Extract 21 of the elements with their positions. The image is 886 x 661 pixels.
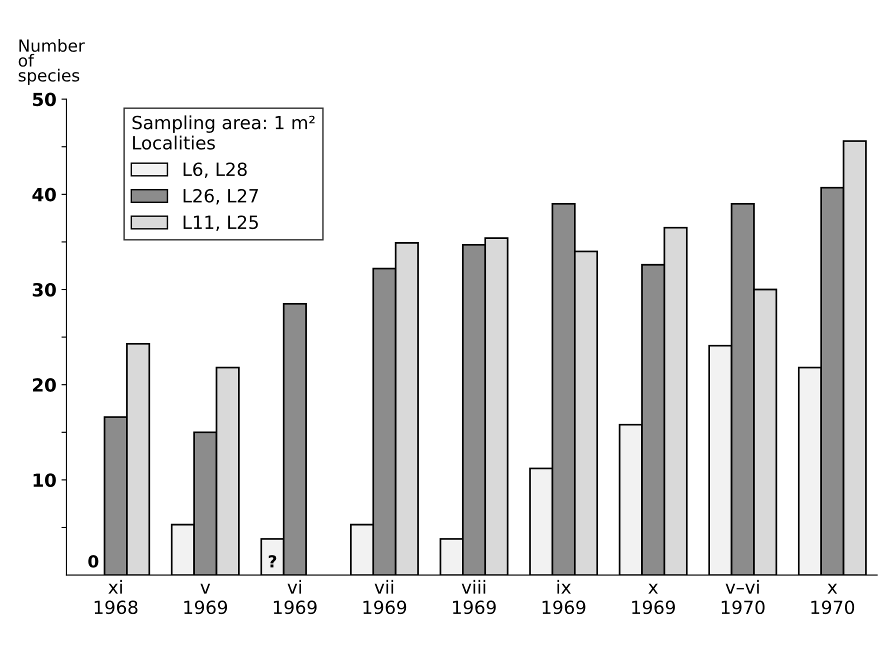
legend-label: L6, L28	[184, 162, 247, 178]
annotation: ?	[268, 555, 276, 568]
x-tick-label: vi 1969	[274, 580, 317, 614]
x-tick-label: xi 1968	[94, 580, 138, 614]
x-tick-label: ix 1969	[542, 580, 586, 614]
y-tick-label: 50	[32, 92, 56, 106]
x-tick-label: viii 1969	[453, 580, 496, 614]
x-tick-label: v 1969	[184, 584, 228, 614]
y-tick-label: 30	[32, 282, 56, 297]
annotation: 0	[88, 555, 98, 568]
x-tick-label: x 1970	[811, 584, 854, 614]
y-tick-label: 10	[34, 473, 56, 487]
y-tick-label: 20	[33, 378, 56, 392]
x-tick-label: vii 1969	[363, 580, 406, 614]
legend-label: L26, L27	[184, 188, 258, 204]
x-tick-label: v–vi 1970	[722, 580, 765, 614]
y-tick-label: 40	[32, 188, 56, 202]
legend-title: Sampling area: 1 m² Localities	[132, 115, 315, 150]
y-axis-title: Number of species	[18, 39, 85, 85]
x-tick-label: x 1969	[632, 584, 675, 614]
legend-label: L11, L25	[184, 215, 258, 231]
